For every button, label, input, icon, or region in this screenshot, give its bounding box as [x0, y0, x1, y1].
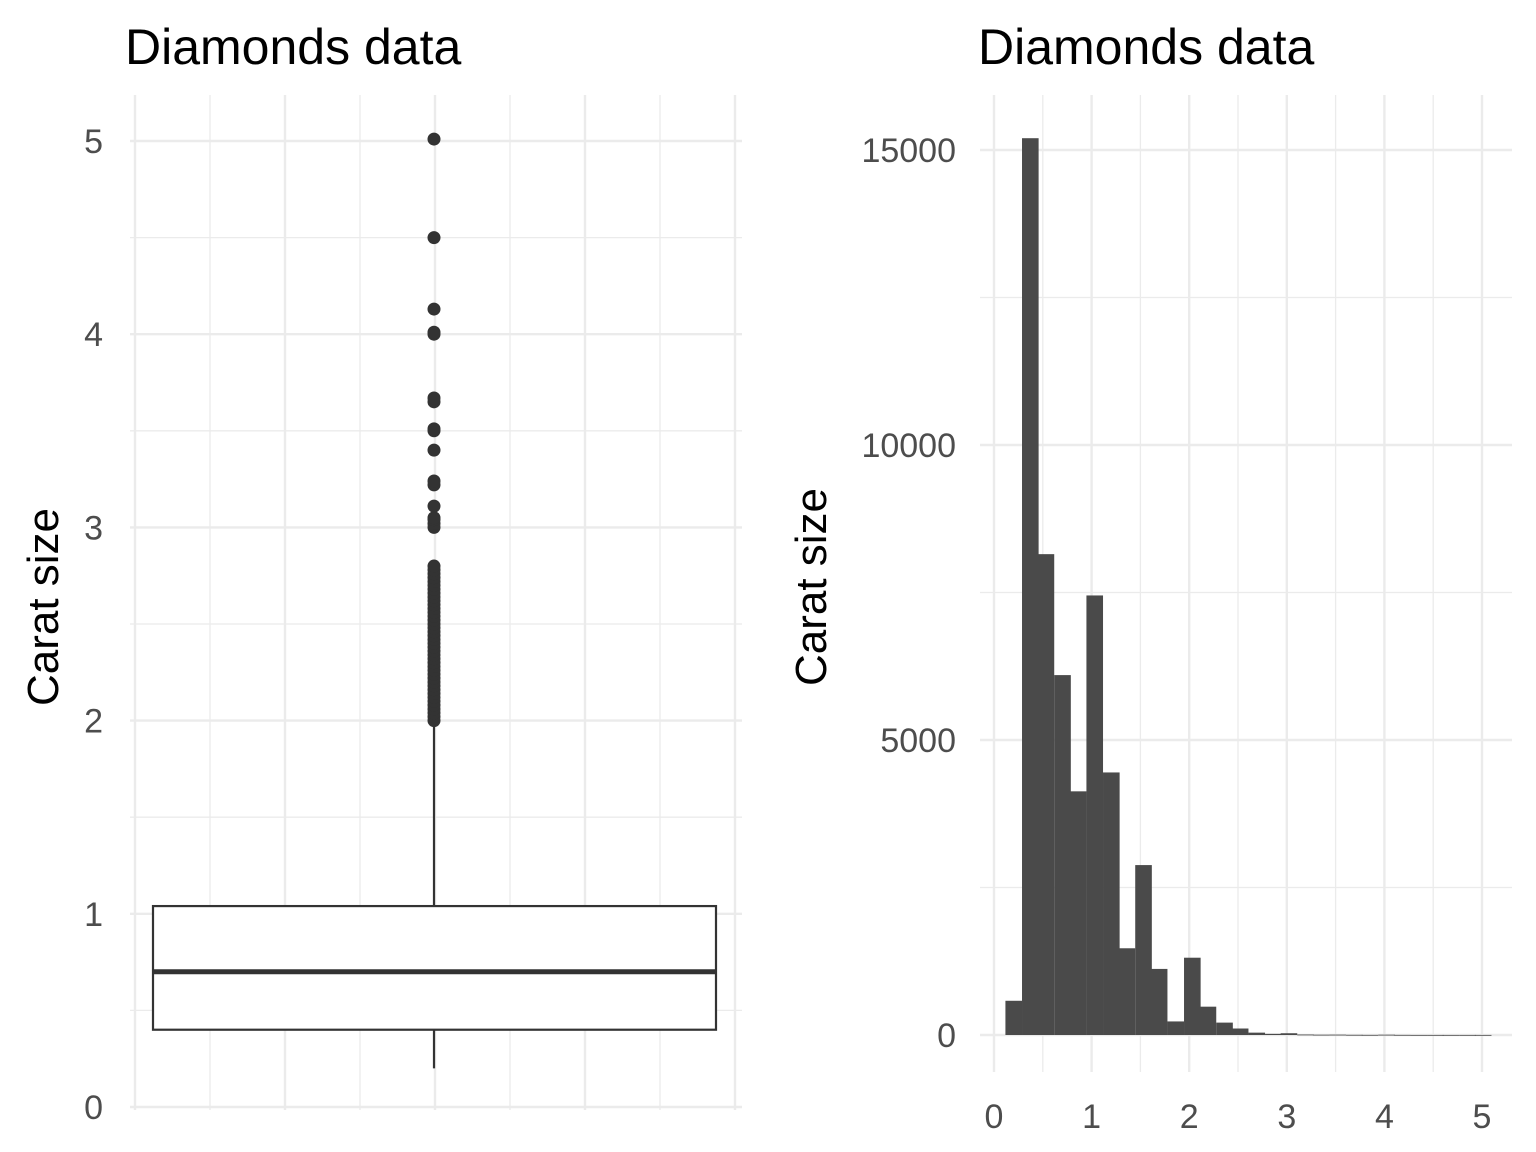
histogram-bar [1037, 554, 1055, 1035]
outlier-point [427, 511, 441, 525]
outlier-point [427, 325, 441, 339]
outlier-point [427, 443, 441, 457]
histogram-bar [1474, 1034, 1492, 1036]
boxplot-panel: 0 1 2 3 4 5 Diamonds data Carat size [19, 19, 742, 1127]
y-tick-label: 10000 [861, 427, 956, 465]
histogram-bar [1199, 1006, 1217, 1035]
histogram-bar [1280, 1033, 1298, 1035]
histogram-bar [1167, 1021, 1185, 1035]
histogram-bar [1459, 1034, 1476, 1036]
boxplot-marks [151, 132, 718, 1069]
y-tick-label: 15000 [861, 132, 956, 170]
histogram-bar [1410, 1034, 1428, 1036]
histogram-bar [1248, 1032, 1266, 1035]
histogram-bars [1005, 138, 1492, 1036]
histogram-bar [1361, 1034, 1379, 1036]
boxplot-title: Diamonds data [125, 19, 461, 75]
histogram-bar [1103, 772, 1120, 1035]
outlier-point [427, 422, 441, 436]
histogram-bar [1329, 1034, 1347, 1036]
y-tick-label: 5 [84, 123, 103, 161]
y-tick-label: 3 [84, 509, 103, 547]
y-tick-label: 2 [84, 703, 103, 741]
histogram-title: Diamonds data [978, 19, 1314, 75]
histogram-bar [1442, 1034, 1460, 1036]
outlier-point [427, 559, 441, 573]
x-tick-label: 5 [1473, 1098, 1492, 1136]
histogram-bar [1054, 675, 1071, 1035]
outlier-point [427, 391, 441, 405]
histogram-bar [1393, 1034, 1411, 1036]
outlier-point [427, 231, 441, 245]
histogram-panel: 0 5000 10000 15000 0 1 2 3 4 5 Diamonds data Car… [787, 19, 1512, 1136]
iqr-box [151, 904, 718, 1031]
x-tick-label: 1 [1082, 1098, 1101, 1136]
boxplot-y-tick-labels: 0 1 2 3 4 5 [84, 123, 103, 1127]
histogram-bar [1265, 1033, 1282, 1035]
outlier-point [427, 132, 441, 146]
y-tick-label: 0 [84, 1089, 103, 1127]
histogram-bar [1297, 1034, 1314, 1036]
y-tick-label: 5000 [880, 722, 956, 760]
outlier-point [427, 499, 441, 513]
histogram-bar [1312, 1034, 1330, 1036]
histogram-bar [1005, 1000, 1023, 1035]
x-tick-label: 4 [1375, 1098, 1394, 1136]
histogram-bar [1069, 791, 1087, 1035]
histogram-bar [1086, 595, 1104, 1035]
histogram-y-axis-label: Carat size [787, 488, 836, 686]
histogram-bar [1216, 1022, 1233, 1035]
histogram-bar [1118, 948, 1136, 1035]
histogram-bar [1022, 138, 1039, 1035]
histogram-bar [1231, 1028, 1249, 1035]
x-tick-label: 3 [1277, 1098, 1296, 1136]
histogram-bar [1346, 1034, 1363, 1036]
outlier-point [427, 302, 441, 316]
histogram-bar [1150, 968, 1168, 1035]
y-tick-label: 1 [84, 896, 103, 934]
histogram-x-tick-labels: 0 1 2 3 4 5 [985, 1098, 1492, 1136]
y-tick-label: 0 [937, 1017, 956, 1055]
outlier-point [427, 474, 441, 488]
histogram-y-tick-labels: 0 5000 10000 15000 [861, 132, 956, 1055]
boxplot-y-axis-label: Carat size [19, 508, 68, 706]
histogram-bar [1184, 957, 1201, 1035]
y-tick-label: 4 [84, 316, 103, 354]
histogram-bar [1378, 1034, 1395, 1036]
histogram-bar [1135, 865, 1152, 1035]
histogram-bar [1427, 1034, 1444, 1036]
x-tick-label: 0 [985, 1098, 1004, 1136]
x-tick-label: 2 [1180, 1098, 1199, 1136]
